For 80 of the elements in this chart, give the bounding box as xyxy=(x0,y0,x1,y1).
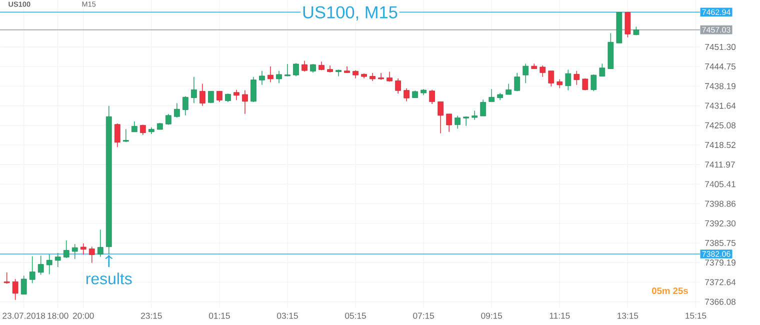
x-tick-label: 11:15 xyxy=(550,312,570,319)
x-tick-label: 13:15 xyxy=(618,312,638,319)
candlestick xyxy=(259,70,265,86)
candlestick xyxy=(548,70,554,87)
y-tick-label: 7392.30 xyxy=(705,220,736,226)
candlestick xyxy=(234,89,240,101)
candlestick xyxy=(488,88,495,102)
x-tick-label: 18:00 xyxy=(48,312,68,319)
y-tick-label: 7405.41 xyxy=(705,181,736,188)
candlestick xyxy=(454,115,461,129)
candlestick xyxy=(12,278,18,300)
x-tick-label: 09:15 xyxy=(481,312,502,319)
candlestick xyxy=(200,83,206,106)
x-tick-label: 07:15 xyxy=(413,312,434,319)
candlestick xyxy=(38,255,44,276)
candlestick xyxy=(20,275,27,295)
candlestick xyxy=(599,63,606,77)
candlestick xyxy=(438,101,444,134)
candlestick xyxy=(54,252,61,268)
candlestick xyxy=(46,254,52,275)
x-tick-label: 23:15 xyxy=(141,312,162,319)
y-tick-label: 7366.08 xyxy=(705,298,736,305)
chart-title: US100, M15 xyxy=(303,6,398,20)
candlestick xyxy=(540,65,546,78)
candlestick xyxy=(191,76,197,104)
x-tick-label: 03:15 xyxy=(277,312,298,319)
candlestick xyxy=(429,89,435,104)
candlestick xyxy=(293,62,299,77)
candlestick xyxy=(590,74,597,92)
candlestick xyxy=(72,244,78,260)
y-tick-label: 7431.64 xyxy=(705,102,736,109)
candlestick xyxy=(97,229,104,258)
y-tick-label: 7385.75 xyxy=(705,240,736,246)
x-tick-label: 15:15 xyxy=(686,312,706,319)
x-tick-label: 23.07.2018 xyxy=(2,312,46,319)
y-tick-label: 7425.08 xyxy=(705,122,736,128)
y-tick-label: 7411.97 xyxy=(705,162,735,168)
candlestick xyxy=(404,88,410,102)
candlestick xyxy=(182,96,188,116)
candlestick xyxy=(242,90,248,114)
x-tick-label: 05:15 xyxy=(345,312,366,319)
annotation: results xyxy=(86,272,132,284)
candlestick xyxy=(122,128,129,142)
candlestick xyxy=(480,99,486,116)
candlestick xyxy=(565,69,572,91)
candlestick xyxy=(522,63,529,84)
candlestick xyxy=(574,70,580,86)
candlestick xyxy=(624,12,631,38)
candlestick xyxy=(506,83,512,95)
candlestick xyxy=(4,272,10,284)
candlestick xyxy=(174,102,180,118)
y-tick-label: 7451.30 xyxy=(705,44,736,50)
x-tick-label: 20:00 xyxy=(73,312,94,319)
y-tick-label: 7398.86 xyxy=(705,200,736,207)
candlestick xyxy=(80,243,86,256)
y-tick-label: 7379.19 xyxy=(705,260,736,266)
y-tick-label: 7438.19 xyxy=(705,83,736,90)
annotation: 05m 25s xyxy=(652,287,688,294)
y-tick-label: 7444.75 xyxy=(705,64,736,70)
candlestick xyxy=(131,121,138,132)
candlestick xyxy=(29,256,36,284)
candlestick xyxy=(378,72,384,80)
candlestick xyxy=(302,60,308,72)
candlestick xyxy=(336,69,342,77)
candlestick xyxy=(276,70,282,84)
candlestick xyxy=(514,72,520,92)
candlestick xyxy=(216,90,222,102)
candlestick xyxy=(114,123,120,148)
candlestick xyxy=(250,76,256,102)
candlestick xyxy=(472,110,478,120)
y-tick-label: 7372.64 xyxy=(705,279,736,286)
candlestick xyxy=(395,78,401,94)
candlestick xyxy=(284,64,290,77)
y-tick-label: 7418.52 xyxy=(705,142,736,148)
candlestick xyxy=(140,124,146,136)
candlestick xyxy=(88,246,95,264)
candlestick xyxy=(63,240,70,258)
x-tick-label: 01:15 xyxy=(208,312,230,319)
candlestick xyxy=(268,66,274,83)
candlestick xyxy=(446,114,452,132)
